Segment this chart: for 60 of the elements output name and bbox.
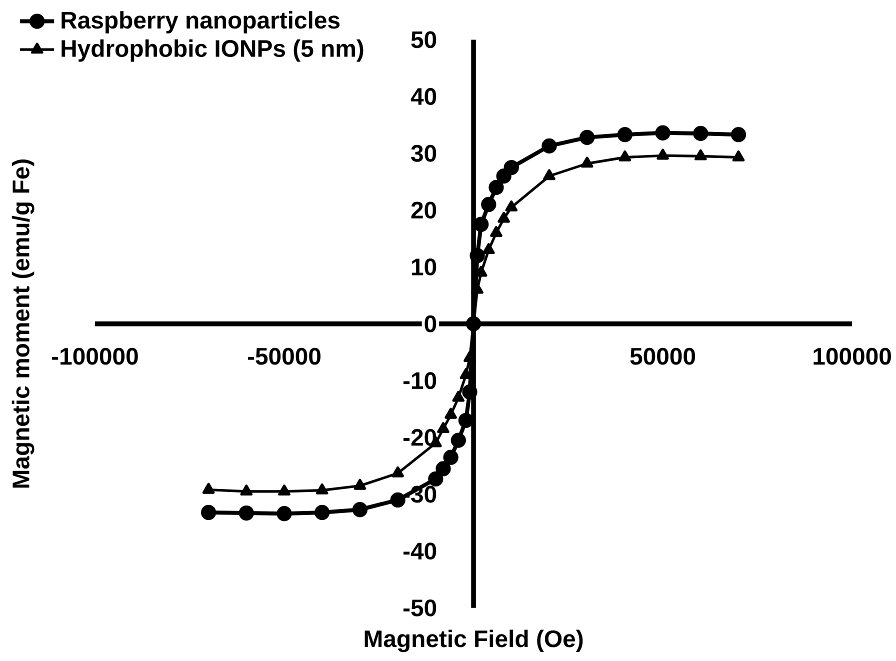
point xyxy=(694,149,707,160)
point xyxy=(474,216,489,232)
point xyxy=(470,248,485,264)
point xyxy=(504,160,519,176)
point xyxy=(278,484,290,496)
point xyxy=(354,478,366,490)
point xyxy=(580,156,594,168)
point xyxy=(730,127,746,142)
point xyxy=(352,502,368,518)
y-tick-label: 20 xyxy=(411,202,436,219)
y-tick-label: 40 xyxy=(410,88,436,106)
point xyxy=(462,384,478,400)
y-tick-label: -50 xyxy=(403,600,436,616)
point xyxy=(392,466,404,478)
y-tick-label: 0 xyxy=(424,315,436,332)
x-tick-label: 50000 xyxy=(630,348,696,365)
point xyxy=(617,127,633,142)
point xyxy=(443,450,458,465)
x-tick-label: 100000 xyxy=(814,348,891,365)
y-axis-title: Magnetic moment (emu/g Fe) xyxy=(12,160,34,488)
point xyxy=(452,390,465,402)
point xyxy=(618,150,632,162)
point xyxy=(542,138,557,154)
point xyxy=(656,148,669,160)
point xyxy=(436,461,451,476)
point xyxy=(490,226,502,238)
x-axis-title: Magnetic Field (Oe) xyxy=(364,630,583,652)
point xyxy=(693,126,708,142)
point xyxy=(496,168,512,184)
point xyxy=(238,506,254,521)
point xyxy=(498,212,510,223)
point xyxy=(428,471,444,487)
legend-label: Raspberry nanoparticles xyxy=(62,11,340,34)
y-tick-label: 10 xyxy=(412,258,436,276)
point xyxy=(450,432,466,448)
x-tick-label: -50000 xyxy=(248,348,320,365)
point xyxy=(202,482,215,494)
point xyxy=(276,506,292,522)
point xyxy=(200,504,216,520)
y-tick-label: -40 xyxy=(403,542,436,560)
point xyxy=(732,150,745,162)
point xyxy=(240,484,253,496)
y-tick-label: -10 xyxy=(403,372,436,390)
point xyxy=(481,196,496,212)
point xyxy=(505,200,518,212)
point xyxy=(543,169,556,180)
point xyxy=(464,351,476,362)
point xyxy=(580,130,595,146)
point xyxy=(314,504,330,520)
point xyxy=(437,422,450,434)
point xyxy=(655,125,670,141)
point xyxy=(316,483,328,494)
point xyxy=(482,243,495,254)
y-tick-label: 30 xyxy=(411,144,436,162)
point xyxy=(444,408,457,419)
point xyxy=(390,492,406,508)
x-tick-label: -100000 xyxy=(52,348,138,365)
y-tick-label: 50 xyxy=(411,31,436,48)
legend-label: Hydrophobic IONPs (5 nm) xyxy=(62,39,364,62)
point xyxy=(488,180,504,196)
